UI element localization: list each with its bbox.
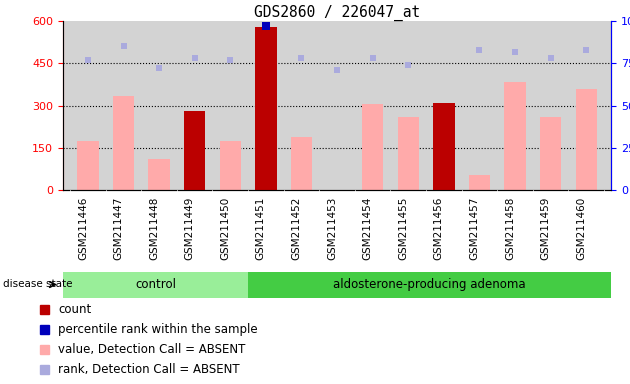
Text: rank, Detection Call = ABSENT: rank, Detection Call = ABSENT	[58, 363, 239, 376]
Text: GSM211448: GSM211448	[149, 197, 159, 260]
Text: GSM211456: GSM211456	[434, 197, 444, 260]
Text: GSM211446: GSM211446	[78, 197, 88, 260]
Bar	[433, 103, 454, 190]
Bar	[40, 305, 49, 314]
Text: GSM211454: GSM211454	[363, 197, 372, 260]
Text: GSM211455: GSM211455	[398, 197, 408, 260]
Bar	[576, 89, 597, 190]
Bar	[469, 175, 490, 190]
Bar	[398, 117, 419, 190]
Text: GSM211458: GSM211458	[505, 197, 515, 260]
Text: GSM211459: GSM211459	[541, 197, 551, 260]
Bar	[505, 82, 525, 190]
Bar	[220, 141, 241, 190]
Text: GSM211457: GSM211457	[469, 197, 479, 260]
Bar	[362, 104, 383, 190]
Bar	[255, 27, 277, 190]
Bar	[113, 96, 134, 190]
FancyBboxPatch shape	[63, 272, 248, 298]
Text: GSM211451: GSM211451	[256, 197, 266, 260]
Bar	[540, 117, 561, 190]
Text: disease state: disease state	[3, 279, 72, 289]
Text: aldosterone-producing adenoma: aldosterone-producing adenoma	[333, 278, 526, 291]
Text: control: control	[135, 278, 176, 291]
Bar	[184, 111, 205, 190]
Text: percentile rank within the sample: percentile rank within the sample	[58, 323, 258, 336]
Bar	[149, 159, 169, 190]
Text: GSM211447: GSM211447	[113, 197, 123, 260]
Bar	[77, 141, 98, 190]
Bar	[291, 137, 312, 190]
Bar	[40, 345, 49, 354]
Text: GSM211450: GSM211450	[220, 197, 231, 260]
Text: GSM211453: GSM211453	[327, 197, 337, 260]
Bar	[40, 366, 49, 374]
Text: count: count	[58, 303, 91, 316]
Text: GSM211460: GSM211460	[576, 197, 586, 260]
Text: value, Detection Call = ABSENT: value, Detection Call = ABSENT	[58, 343, 245, 356]
Text: GSM211449: GSM211449	[185, 197, 195, 260]
FancyBboxPatch shape	[248, 272, 611, 298]
Bar	[40, 325, 49, 334]
Title: GDS2860 / 226047_at: GDS2860 / 226047_at	[254, 5, 420, 21]
Text: GSM211452: GSM211452	[292, 197, 302, 260]
